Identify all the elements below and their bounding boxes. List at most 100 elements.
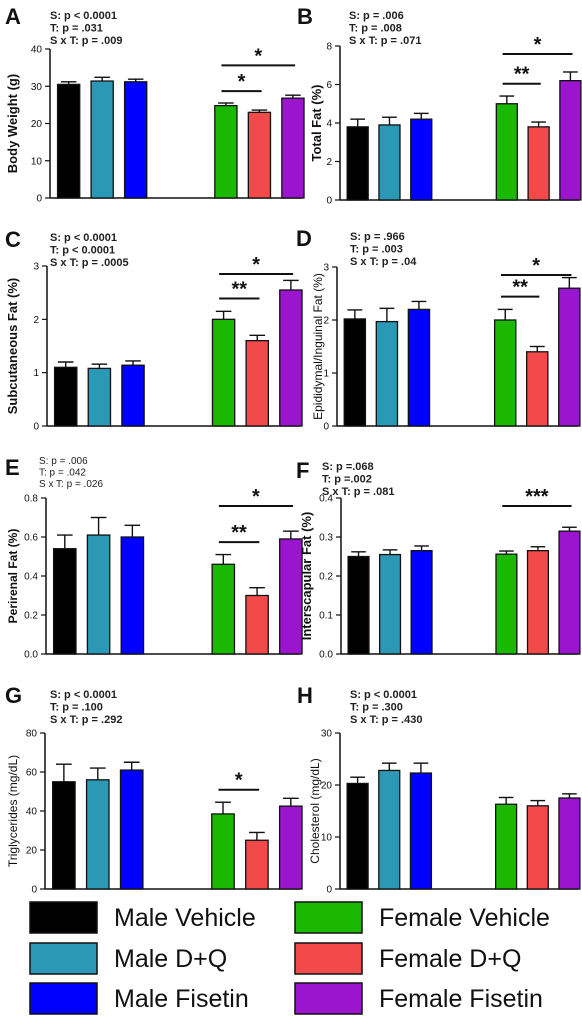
stats-line: T: p = .100 [50, 701, 103, 713]
stats-line: S: p < 0.0001 [50, 689, 117, 701]
bar [410, 550, 433, 655]
y-tick-label: 0.2 [319, 572, 333, 583]
bar [52, 781, 76, 890]
legend: Male Vehicle Female Vehicle Male D+Q Female… [29, 901, 550, 1015]
y-tick-label: 80 [26, 729, 38, 740]
bar [495, 803, 518, 890]
y-tick-label: 0 [326, 196, 332, 207]
bar [493, 319, 517, 427]
legend-label: Male Vehicle [114, 904, 256, 932]
stats-line: S x T: p = .071 [349, 35, 421, 47]
legend-swatch [29, 982, 98, 1015]
significance-label: * [532, 255, 540, 277]
y-tick-label: 0.4 [319, 494, 333, 505]
y-tick-label: 40 [31, 45, 43, 56]
legend-swatch [29, 942, 98, 975]
stats-line: S: p = .006 [39, 456, 88, 467]
bar [495, 103, 518, 201]
stats-line: T: p = .031 [50, 22, 103, 34]
y-tick-label: 20 [31, 119, 43, 130]
significance-label: *** [525, 486, 549, 508]
y-tick-label: 20 [321, 781, 333, 792]
bar [247, 111, 272, 199]
stats-line: S: p =.068 [322, 461, 374, 473]
bar [123, 81, 148, 199]
stats-line: S: p = .966 [350, 231, 405, 243]
y-tick-label: 4 [326, 119, 332, 130]
stats-line: S x T: p = .009 [50, 35, 122, 47]
bar [526, 351, 549, 427]
stats-line: S x T: p = .081 [322, 486, 394, 498]
y-tick-label: 0.2 [24, 611, 38, 622]
stats-line: S: p < 0.0001 [50, 10, 117, 22]
bar [214, 104, 238, 199]
stats-line: S x T: p = .430 [350, 714, 422, 726]
bar [558, 287, 581, 427]
significance-label: * [238, 71, 246, 93]
bar [346, 126, 369, 201]
y-tick-label: 0.3 [319, 533, 333, 544]
bar [526, 550, 550, 655]
bar [56, 83, 81, 199]
bar [558, 797, 581, 890]
legend-item: Male Vehicle [29, 901, 256, 934]
stats-line: S: p = .006 [349, 10, 404, 22]
y-axis-label: Cholesterol (mg/dL) [308, 758, 322, 863]
stats-line: T: p = .008 [349, 22, 402, 34]
significance-label: ** [512, 277, 528, 299]
bar [378, 553, 402, 655]
bar [120, 536, 145, 655]
legend-label: Female Vehicle [379, 904, 550, 932]
stats-line: S x T: p = .026 [39, 479, 103, 490]
stats-line: S: p < 0.0001 [50, 232, 117, 244]
bar [281, 97, 305, 199]
y-tick-label: 0.8 [24, 494, 38, 505]
bar [245, 340, 270, 427]
bar [245, 839, 269, 890]
bar [410, 118, 433, 201]
y-tick-label: 0 [326, 885, 332, 896]
y-axis-label: Total Fat (%) [309, 84, 324, 161]
significance-label: * [534, 34, 542, 56]
y-axis-label: Body Weight (g) [5, 74, 20, 173]
bar [526, 805, 549, 890]
stats-line: S: p < 0.0001 [350, 689, 417, 701]
y-tick-label: 8 [326, 42, 332, 53]
y-tick-label: 2 [323, 316, 329, 327]
bar [211, 813, 235, 890]
panel-letter: E [5, 455, 20, 480]
panel-letter: B [297, 4, 313, 29]
stats-line: S x T: p = .0005 [50, 257, 129, 269]
significance-label: ** [232, 279, 248, 301]
bar [378, 124, 401, 201]
bar [559, 80, 582, 201]
panel-letter: H [297, 683, 313, 708]
significance-label: ** [514, 64, 530, 86]
bar [90, 80, 114, 199]
significance-label: * [252, 486, 260, 508]
bar [347, 555, 370, 655]
significance-label: * [252, 254, 260, 276]
stats-line: T: p < 0.0001 [50, 244, 115, 256]
panel-letter: F [296, 458, 309, 483]
y-tick-label: 30 [31, 82, 43, 93]
y-tick-label: 10 [31, 156, 43, 167]
y-tick-label: 0.0 [319, 650, 333, 661]
legend-label: Female D+Q [379, 945, 521, 973]
significance-label: * [254, 45, 262, 67]
legend-item: Male Fisetin [29, 982, 249, 1015]
legend-item: Female Fisetin [294, 982, 543, 1015]
y-tick-label: 2 [326, 157, 332, 168]
bar [375, 320, 399, 427]
y-axis-label: Triglycerides (mg/dL) [6, 755, 20, 867]
panel-letter: G [5, 683, 22, 708]
bar [87, 367, 112, 427]
bar [279, 289, 303, 427]
stats-line: T: p = .300 [350, 701, 403, 713]
y-tick-label: 0.0 [24, 650, 38, 661]
